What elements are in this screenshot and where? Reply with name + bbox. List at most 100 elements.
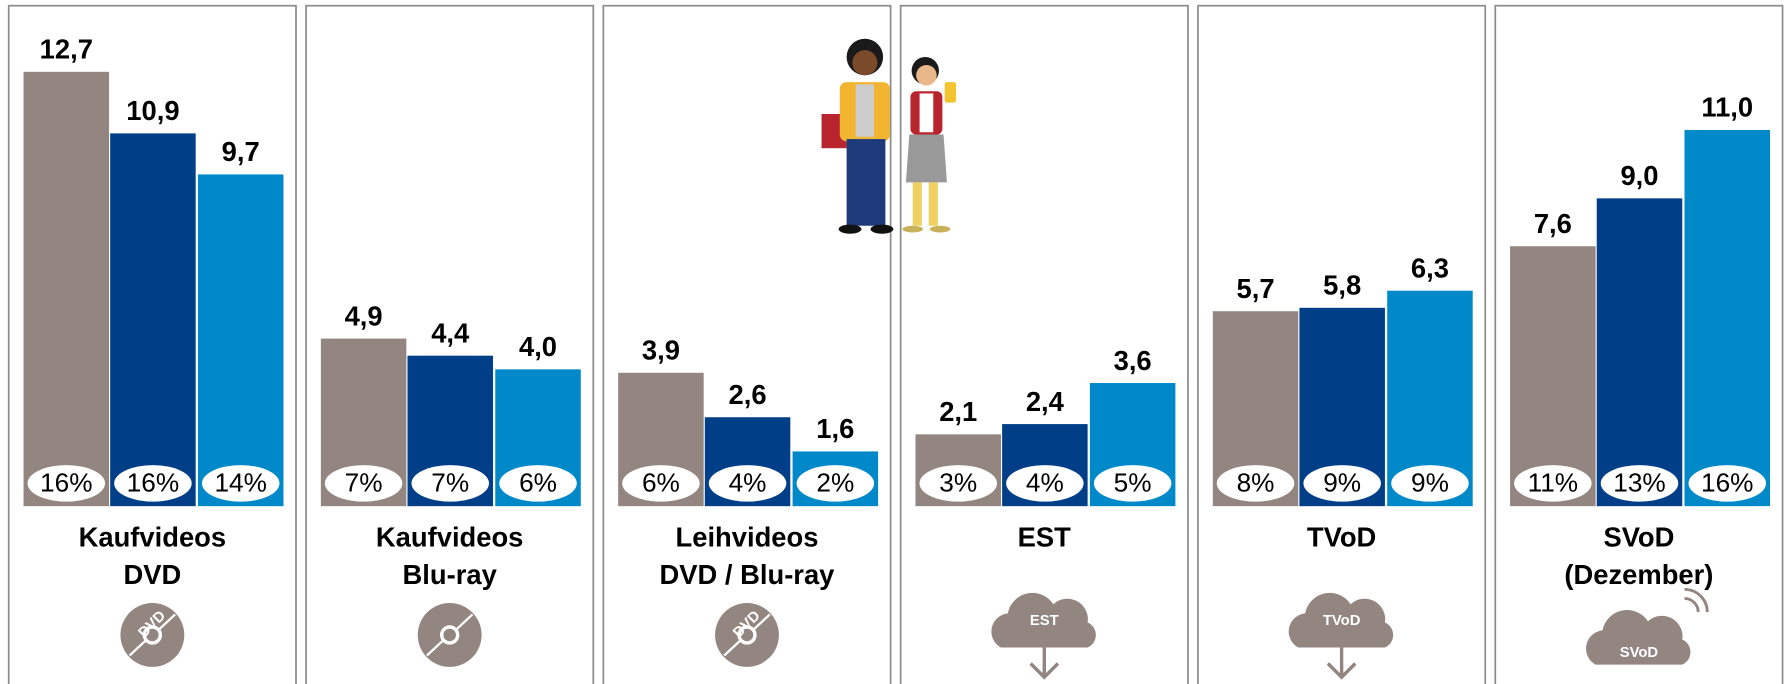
share-badge [1514,465,1592,502]
value-label: 9,7 [222,136,260,167]
category-label: DVD [123,559,181,590]
share-label: 16% [40,467,92,497]
share-badge [27,465,106,502]
share-label: 16% [127,467,179,497]
share-badge [622,465,700,502]
value-label: 5,7 [1237,273,1275,304]
download-arrow [1326,638,1357,680]
bar [110,133,196,507]
panel-border [1494,4,1784,684]
disc-line [723,639,741,657]
disc-hole [737,625,757,645]
icon-label: TVoD [1323,613,1361,629]
value-label: 5,8 [1323,270,1361,301]
value-label: 11,0 [1701,92,1753,123]
category-label: Kaufvideos [376,521,523,552]
cloud-icon [1288,592,1394,648]
share-label: 5% [1114,467,1152,497]
category-label: EST [1018,521,1071,552]
disc-line [455,613,474,631]
share-label: 2% [816,467,854,497]
signal-arcs [1684,587,1709,613]
bar [1510,246,1596,507]
share-badge [201,465,280,502]
value-label: 3,6 [1114,345,1152,376]
category-label: Leihvideos [676,521,819,552]
bar [1596,198,1683,507]
category-label: DVD / Blu-ray [660,559,836,590]
disc-icon [715,603,779,667]
disc-line [128,639,147,657]
share-label: 8% [1237,467,1275,497]
category-label: Blu-ray [403,559,498,590]
panel-border [7,4,297,684]
share-badge [324,465,403,502]
disc-icon [120,603,185,667]
bar [197,174,284,507]
share-label: 4% [729,467,767,497]
share-label: 4% [1026,467,1064,497]
value-label: 12,7 [40,34,93,65]
disc-icon [417,603,482,667]
share-badge [1303,465,1381,502]
share-badge [114,465,192,502]
value-label: 1,6 [816,413,854,444]
value-label: 4,0 [519,331,557,362]
bar [1684,129,1771,507]
disc-line [426,639,444,657]
share-badge [411,465,490,502]
disc-hole [439,625,460,645]
disc-line [158,613,176,631]
value-label: 10,9 [126,95,179,126]
share-badge [1391,465,1469,502]
share-label: 9% [1323,467,1361,497]
value-label: 7,6 [1534,208,1572,239]
share-badge [499,465,577,502]
value-label: 4,9 [345,300,383,331]
share-badge [1600,465,1679,502]
value-label: 4,4 [431,317,470,348]
category-label: TVoD [1307,521,1376,552]
bar [23,71,110,507]
share-badge [796,465,875,502]
category-label: Kaufvideos [79,521,226,552]
value-label: 9,0 [1620,160,1658,191]
share-label: 3% [939,467,977,497]
download-arrow [1029,638,1060,680]
share-badge [1006,465,1084,502]
share-badge [1093,465,1172,502]
value-label: 2,6 [729,379,767,410]
share-label: 9% [1411,467,1449,497]
share-badge [708,465,787,502]
value-label: 6,3 [1411,252,1449,283]
share-label: 7% [431,467,469,497]
category-label: SVoD [1603,521,1674,552]
value-label: 2,4 [1026,386,1065,417]
disc-line [753,613,771,631]
share-label: 14% [214,467,266,497]
share-badge [1216,465,1295,502]
share-label: 6% [519,467,557,497]
value-label: 3,9 [642,334,680,365]
share-badge [919,465,997,502]
share-label: 13% [1613,467,1665,497]
icon-label: SVoD [1620,645,1659,661]
share-label: 16% [1701,467,1753,497]
cloud-icon [1586,609,1691,665]
panel-border [899,4,1189,684]
people-illustration [821,38,957,234]
share-label: 6% [642,467,680,497]
panel-border [1197,4,1487,684]
panel-border [602,4,892,684]
share-badge [1688,465,1767,502]
panel-border [305,4,595,684]
value-label: 2,1 [939,396,977,427]
category-label: (Dezember) [1564,559,1713,590]
disc-hole [142,625,163,645]
share-label: 11% [1528,467,1579,497]
icon-label: EST [1030,613,1059,629]
share-label: 7% [345,467,383,497]
cloud-icon [991,592,1096,648]
